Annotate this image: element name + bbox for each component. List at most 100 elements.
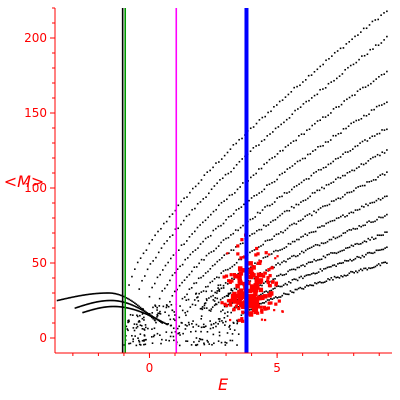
data-point [341, 196, 344, 198]
data-point [254, 216, 257, 218]
data-point [156, 318, 159, 321]
data-point [128, 307, 131, 310]
data-point [194, 230, 196, 233]
data-point [168, 314, 170, 317]
reference-lines [121, 8, 249, 353]
data-point [223, 302, 227, 306]
data-point [83, 311, 86, 313]
data-point [222, 321, 224, 324]
data-point [276, 255, 279, 258]
data-point [340, 262, 343, 265]
data-point [129, 303, 132, 306]
data-point [199, 307, 202, 310]
data-point [195, 323, 198, 326]
data-point [148, 314, 150, 317]
data-point [221, 177, 224, 180]
data-point [216, 290, 219, 292]
data-point [170, 303, 173, 306]
data-point [369, 267, 372, 270]
data-point [334, 178, 337, 181]
data-point [279, 249, 281, 251]
data-point [98, 292, 101, 295]
data-point [253, 287, 258, 293]
data-point [214, 303, 217, 305]
data-point [284, 229, 287, 232]
data-point [198, 292, 200, 295]
data-point [139, 344, 142, 346]
data-point [379, 264, 382, 267]
data-point [96, 292, 98, 295]
data-point [334, 237, 337, 240]
data-point [142, 309, 145, 312]
data-point [277, 274, 280, 277]
data-point [161, 338, 163, 341]
data-point [128, 320, 130, 323]
data-point [379, 199, 382, 201]
data-point [108, 299, 111, 302]
data-point [356, 242, 358, 245]
data-point [171, 309, 174, 312]
data-point [312, 245, 315, 247]
data-point [281, 285, 283, 288]
data-point [160, 321, 162, 323]
data-point [332, 160, 335, 163]
data-point [212, 250, 215, 252]
data-point [263, 163, 265, 166]
data-point [239, 226, 242, 229]
data-point [197, 325, 200, 327]
data-point [337, 276, 339, 279]
data-point [89, 302, 92, 305]
data-point [365, 253, 367, 256]
data-point [178, 249, 180, 251]
data-point [210, 308, 213, 310]
data-point [235, 261, 238, 264]
data-point [118, 294, 121, 296]
data-point [164, 322, 166, 325]
data-point [255, 145, 257, 147]
data-point [283, 247, 286, 249]
data-point [304, 286, 306, 288]
data-point [253, 277, 256, 280]
data-point [134, 268, 136, 270]
data-point [216, 276, 218, 279]
data-point [305, 284, 308, 287]
data-point [177, 204, 180, 207]
data-point [153, 327, 156, 330]
data-point [241, 137, 243, 140]
data-point [141, 313, 144, 315]
data-point [381, 197, 384, 200]
data-point [156, 316, 158, 318]
data-point [347, 125, 350, 128]
data-point [240, 301, 245, 306]
data-point [270, 289, 273, 292]
data-point [316, 244, 319, 246]
data-point [271, 181, 273, 184]
data-point [108, 292, 111, 294]
data-point [204, 237, 207, 240]
data-point [302, 277, 304, 280]
data-point [137, 337, 139, 339]
data-point [303, 275, 306, 278]
data-point [344, 259, 346, 262]
data-point [112, 292, 115, 295]
data-point [151, 316, 154, 318]
data-point [223, 154, 226, 157]
data-point [314, 243, 317, 246]
data-point [382, 261, 385, 264]
data-point [354, 257, 357, 260]
data-point [255, 194, 258, 196]
data-point [359, 243, 362, 245]
data-point [314, 272, 316, 275]
data-point [316, 272, 318, 275]
data-point [222, 284, 225, 287]
data-point [226, 151, 229, 154]
data-point [239, 256, 243, 260]
data-point [210, 290, 213, 292]
data-point [100, 306, 103, 309]
data-point [288, 224, 291, 227]
data-point [302, 103, 305, 105]
data-point [129, 307, 132, 310]
data-point [298, 266, 301, 269]
data-point [281, 294, 284, 297]
data-point [274, 127, 277, 130]
